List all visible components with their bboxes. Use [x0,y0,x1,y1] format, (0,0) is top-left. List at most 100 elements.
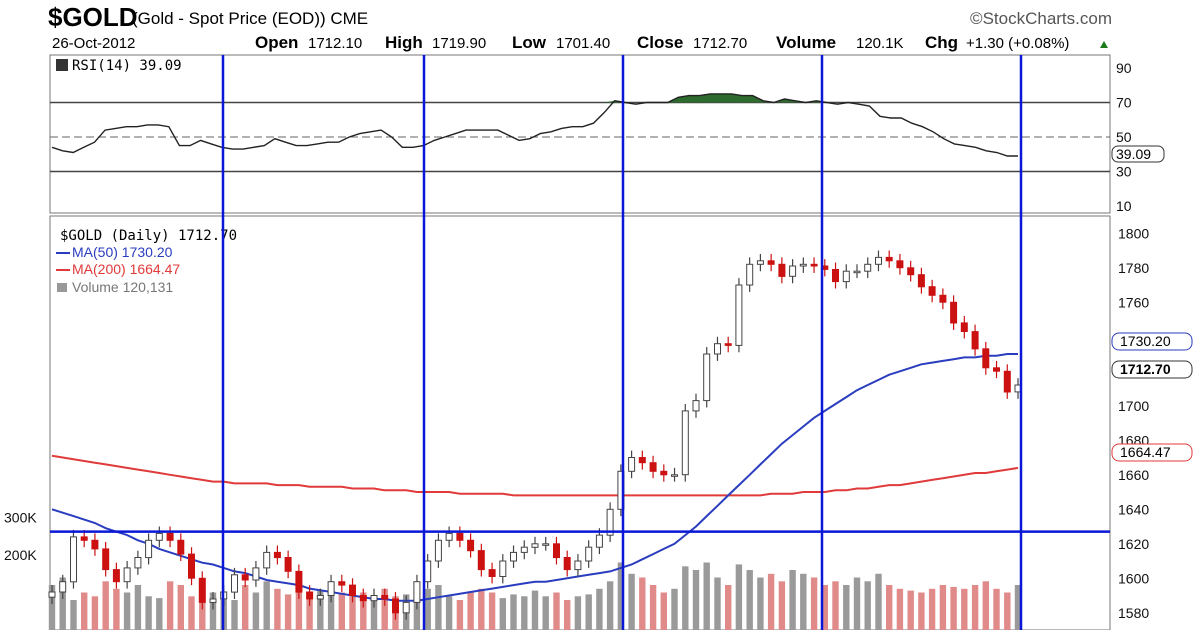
volume-bar [907,590,914,630]
volume-bar [102,581,109,630]
volume-bar [993,588,1000,630]
candle-body [424,560,432,583]
volume-value: 120.1K [856,35,904,52]
volume-bar [456,600,464,630]
quote-date: 26-Oct-2012 [52,35,135,52]
candle-body [724,343,732,346]
candle-body [295,570,303,593]
rsi-current-badge-box [1111,145,1165,163]
price-tick-label: 1700 [1118,398,1149,414]
candle-body [864,263,872,272]
candle-body [671,474,678,477]
symbol-title: $GOLD [48,2,138,32]
volume-bar [606,581,614,630]
volume-bar [349,596,356,630]
volume-bar [435,585,442,630]
candle-body [316,595,324,600]
rsi-tick-label: 30 [1116,164,1132,180]
candle-body [595,534,603,548]
rsi-line [51,93,1018,157]
volume-bar [810,577,818,630]
candle-body [134,557,142,569]
volume-bar [714,577,721,630]
candle-body [950,301,958,324]
volume-bar [284,594,292,630]
volume-bar [48,585,56,630]
candle-body [445,532,453,541]
volume-y-axis: 200K 300K [4,510,37,564]
volume-bar [424,588,431,630]
candle-body [327,581,335,597]
volume-bar [531,590,539,630]
candle-body [102,548,110,571]
candle-body [306,591,314,600]
volume-bar [188,596,195,630]
volume-bar [746,570,753,630]
rsi-frame [49,54,1111,214]
price-tick-label: 1580 [1118,605,1149,621]
candle-body [434,539,442,562]
rsi-tick-label: 10 [1116,198,1132,214]
candle-body [477,550,485,571]
volume-bar [317,590,324,630]
rsi-current-badge: 39.09 [1116,146,1151,162]
candle-body [810,263,818,267]
volume-bar [757,577,764,630]
candle-body [606,508,614,536]
ma200-line [51,454,1019,497]
volume-bar [939,585,947,630]
candle-body [499,560,507,577]
volume-bar [574,596,582,630]
open-value: 1712.10 [308,35,362,52]
volume-bar [1004,592,1011,630]
volume-bar [510,594,517,630]
volume-bar [853,577,861,630]
candle-body [112,569,120,583]
price-frame [49,215,1111,630]
candle-body [402,601,410,614]
candle-body [585,546,593,562]
ma50-line [51,353,1018,602]
candle-body [628,457,636,472]
candle-body [960,322,968,332]
volume-bar [961,588,968,630]
candle-body [155,532,163,541]
rsi-tick-label: 50 [1116,129,1132,145]
candle-body [188,553,195,579]
symbol-description: (Gold - Spot Price (EOD)) CME [132,9,368,28]
candle-body [488,569,496,577]
candle-body [359,595,367,602]
volume-bar [521,596,528,630]
price-tick-label: 1780 [1118,260,1149,276]
volume-bar [242,585,249,630]
volume-bar [596,588,603,630]
candle-body [971,331,979,350]
candle-body [413,581,421,603]
volume-bar [467,592,474,630]
candle-body [392,598,399,614]
candle-body [767,260,775,265]
price-tick-label: 1640 [1118,501,1149,517]
candle-body [553,543,560,559]
candle-body [789,265,797,277]
volume-bar [928,588,936,630]
source-credit[interactable]: ©StockCharts.com [970,9,1112,28]
volume-bar [875,573,882,630]
candle-body [231,574,238,593]
volume-bar [542,596,549,630]
badge-ma200: 1664.47 [1120,444,1171,460]
close-value: 1712.70 [693,35,747,52]
price-y-axis: 1580160016201640166016801700172017401760… [1118,225,1149,621]
volume-bar [950,586,957,630]
candle-body [209,598,217,603]
legend-ma50: MA(50) 1730.20 [72,244,173,260]
close-label: Close [637,33,683,52]
volume-bar [660,592,667,630]
volume-bar [488,592,496,630]
volume-bar [564,600,571,630]
volume-bar [295,588,303,630]
volume-bar [145,596,152,630]
candle-body [467,539,475,552]
candle-body [263,551,271,569]
candle-body [198,577,206,603]
